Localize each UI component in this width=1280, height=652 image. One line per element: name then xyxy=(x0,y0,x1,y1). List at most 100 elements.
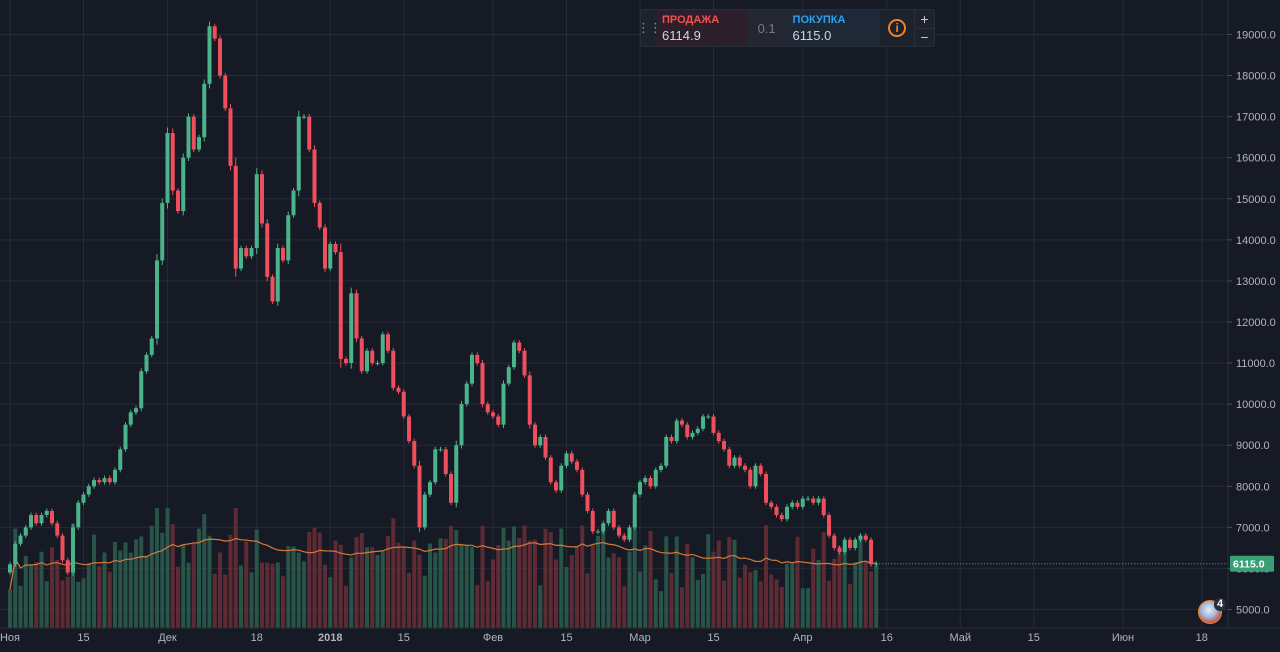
candle-body xyxy=(401,391,406,417)
volume-bar xyxy=(123,542,128,628)
increase-button[interactable]: + xyxy=(915,10,934,29)
volume-bar xyxy=(706,534,711,628)
info-icon: i xyxy=(888,19,907,37)
candle-body xyxy=(737,457,742,466)
volume-bar xyxy=(323,564,327,628)
volume-bar xyxy=(39,551,44,628)
candle-body xyxy=(370,350,375,364)
time-axis-label: Май xyxy=(949,632,971,644)
volume-bar xyxy=(92,534,96,628)
volume-bar xyxy=(155,508,159,628)
candle-body xyxy=(611,510,616,528)
candle-body xyxy=(296,116,301,191)
buy-button[interactable]: ПОКУПКА 6115.0 xyxy=(786,10,881,46)
candle-body xyxy=(743,465,747,470)
volume-bar xyxy=(533,539,537,628)
decrease-button[interactable]: − xyxy=(920,29,929,46)
volume-bar xyxy=(317,532,322,628)
candle-body xyxy=(218,38,222,76)
volume-bar xyxy=(863,562,868,628)
volume-bar xyxy=(622,586,627,628)
volume-bar xyxy=(296,552,301,628)
price-axis-label: 7000.0 xyxy=(1236,522,1270,534)
candle-body xyxy=(527,375,532,425)
events-badge[interactable]: 4 xyxy=(1196,598,1228,624)
volume-bar xyxy=(690,557,695,628)
price-axis-label: 14000.0 xyxy=(1236,235,1276,247)
price-axis-label: 5000.0 xyxy=(1236,605,1270,617)
price-axis-label: 12000.0 xyxy=(1236,317,1276,329)
volume-bar xyxy=(76,581,81,628)
candle-body xyxy=(34,515,39,524)
candle-body xyxy=(375,363,380,365)
candle-body xyxy=(716,432,721,442)
price-axis-label: 13000.0 xyxy=(1236,276,1276,288)
candle-body xyxy=(795,502,800,507)
last-price-label-box xyxy=(1230,555,1274,572)
volume-bar xyxy=(653,579,658,628)
drag-handle-icon[interactable]: ⋮⋮ xyxy=(637,20,662,35)
volume-bar xyxy=(401,546,406,628)
volume-bar xyxy=(349,557,354,628)
volume-bar xyxy=(428,543,432,628)
candle-body xyxy=(732,457,737,466)
volume-bar xyxy=(732,539,737,628)
candle-body xyxy=(265,223,270,277)
volume-bar xyxy=(480,525,485,628)
volume-bar xyxy=(228,534,233,628)
volume-bar xyxy=(611,553,616,628)
volume-bar xyxy=(275,562,280,628)
candle-body xyxy=(459,404,464,446)
candle-body xyxy=(690,432,695,437)
volume-bar xyxy=(65,576,70,628)
price-axis-label: 16000.0 xyxy=(1236,153,1276,165)
volume-bar xyxy=(370,547,375,628)
candle-body xyxy=(328,243,333,269)
price-axis-label: 9000.0 xyxy=(1236,440,1270,452)
volume-bar xyxy=(470,546,474,628)
volume-bar xyxy=(764,525,768,628)
candle-body xyxy=(333,243,338,253)
info-button[interactable]: i xyxy=(880,10,914,46)
volume-bar xyxy=(858,535,863,628)
volume-bar xyxy=(475,585,480,628)
volume-bar xyxy=(643,545,648,628)
volume-bar xyxy=(743,564,747,628)
time-axis-label: 15 xyxy=(560,632,572,644)
candle-body xyxy=(8,564,12,573)
volume-bar xyxy=(249,572,254,628)
candle-body xyxy=(165,133,170,203)
volume-bar xyxy=(223,574,228,628)
volume-bar xyxy=(44,581,49,628)
volume-bar xyxy=(34,562,39,628)
sell-button[interactable]: ПРОДАЖА 6114.9 xyxy=(657,10,747,46)
time-axis-label: Мар xyxy=(629,632,651,644)
volume-bar xyxy=(601,531,606,628)
volume-bar xyxy=(795,536,800,628)
volume-bar xyxy=(501,527,506,628)
candle-body xyxy=(601,523,606,532)
candle-body xyxy=(249,248,254,257)
candle-body xyxy=(506,367,511,384)
volume-bar xyxy=(753,570,758,628)
candle-body xyxy=(29,515,33,528)
volume-bar xyxy=(181,544,186,628)
candle-body xyxy=(512,342,516,368)
candle-body xyxy=(433,449,438,483)
volume-bar xyxy=(711,551,716,628)
candle-body xyxy=(522,350,527,376)
candle-body xyxy=(863,535,868,540)
candle-body xyxy=(275,248,280,302)
volume-bar xyxy=(585,573,590,628)
volume-bar xyxy=(165,508,170,628)
time-axis-label: Фев xyxy=(483,632,503,644)
candle-body xyxy=(260,174,264,224)
volume-bar xyxy=(774,579,779,628)
volume-bar xyxy=(790,562,795,628)
candle-body xyxy=(155,260,159,339)
volume-bar xyxy=(779,586,784,628)
volume-bar xyxy=(81,578,86,628)
volume-bar xyxy=(569,555,574,628)
